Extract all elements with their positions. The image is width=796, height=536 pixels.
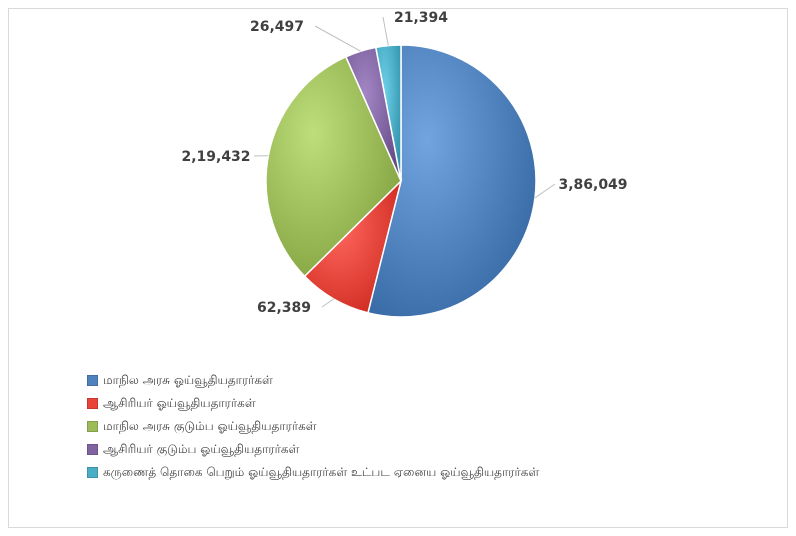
legend-item: மாநில அரசு ஓய்வூதியதாரர்கள் <box>87 369 747 392</box>
pie-chart: 3,86,049 62,389 2,19,432 26,497 21,394 <box>181 10 628 318</box>
legend-item: கருணைத் தொகை பெறும் ஓய்வூதியதாரர்கள் உட்… <box>87 461 747 484</box>
pie-slice <box>265 55 402 278</box>
legend: மாநில அரசு ஓய்வூதியதாரர்கள் ஆசிரியர் ஓய்வ… <box>87 369 747 484</box>
legend-swatch <box>87 444 98 455</box>
legend-label: மாநில அரசு குடும்ப ஓய்வூதியதாரர்கள் <box>103 418 317 433</box>
data-label: 2,19,432 <box>181 149 250 165</box>
leader-line <box>321 298 335 308</box>
legend-swatch <box>87 421 98 432</box>
legend-label: கருணைத் தொகை பெறும் ஓய்வூதியதாரர்கள் உட்… <box>103 464 540 479</box>
legend-item: மாநில அரசு குடும்ப ஓய்வூதியதாரர்கள் <box>87 415 747 438</box>
legend-swatch <box>87 375 98 386</box>
data-label: 3,86,049 <box>558 177 627 193</box>
data-label: 62,389 <box>257 300 311 316</box>
legend-label: மாநில அரசு ஓய்வூதியதாரர்கள் <box>103 372 273 387</box>
leader-line <box>314 25 361 52</box>
data-label: 26,497 <box>250 19 304 35</box>
legend-label: ஆசிரியர் ஓய்வூதியதாரர்கள் <box>103 395 256 410</box>
legend-swatch <box>87 467 98 478</box>
pie-slice <box>374 44 402 182</box>
data-label: 21,394 <box>394 10 448 26</box>
legend-label: ஆசிரியர் குடும்ப ஓய்வூதியதாரர்கள் <box>103 441 300 456</box>
leader-line <box>382 16 389 46</box>
legend-swatch <box>87 398 98 409</box>
legend-item: ஆசிரியர் ஓய்வூதியதாரர்கள் <box>87 392 747 415</box>
legend-item: ஆசிரியர் குடும்ப ஓய்வூதியதாரர்கள் <box>87 438 747 461</box>
chart-area: 3,86,049 62,389 2,19,432 26,497 21,394 மாநில… <box>8 8 788 528</box>
leader-line <box>534 183 556 199</box>
